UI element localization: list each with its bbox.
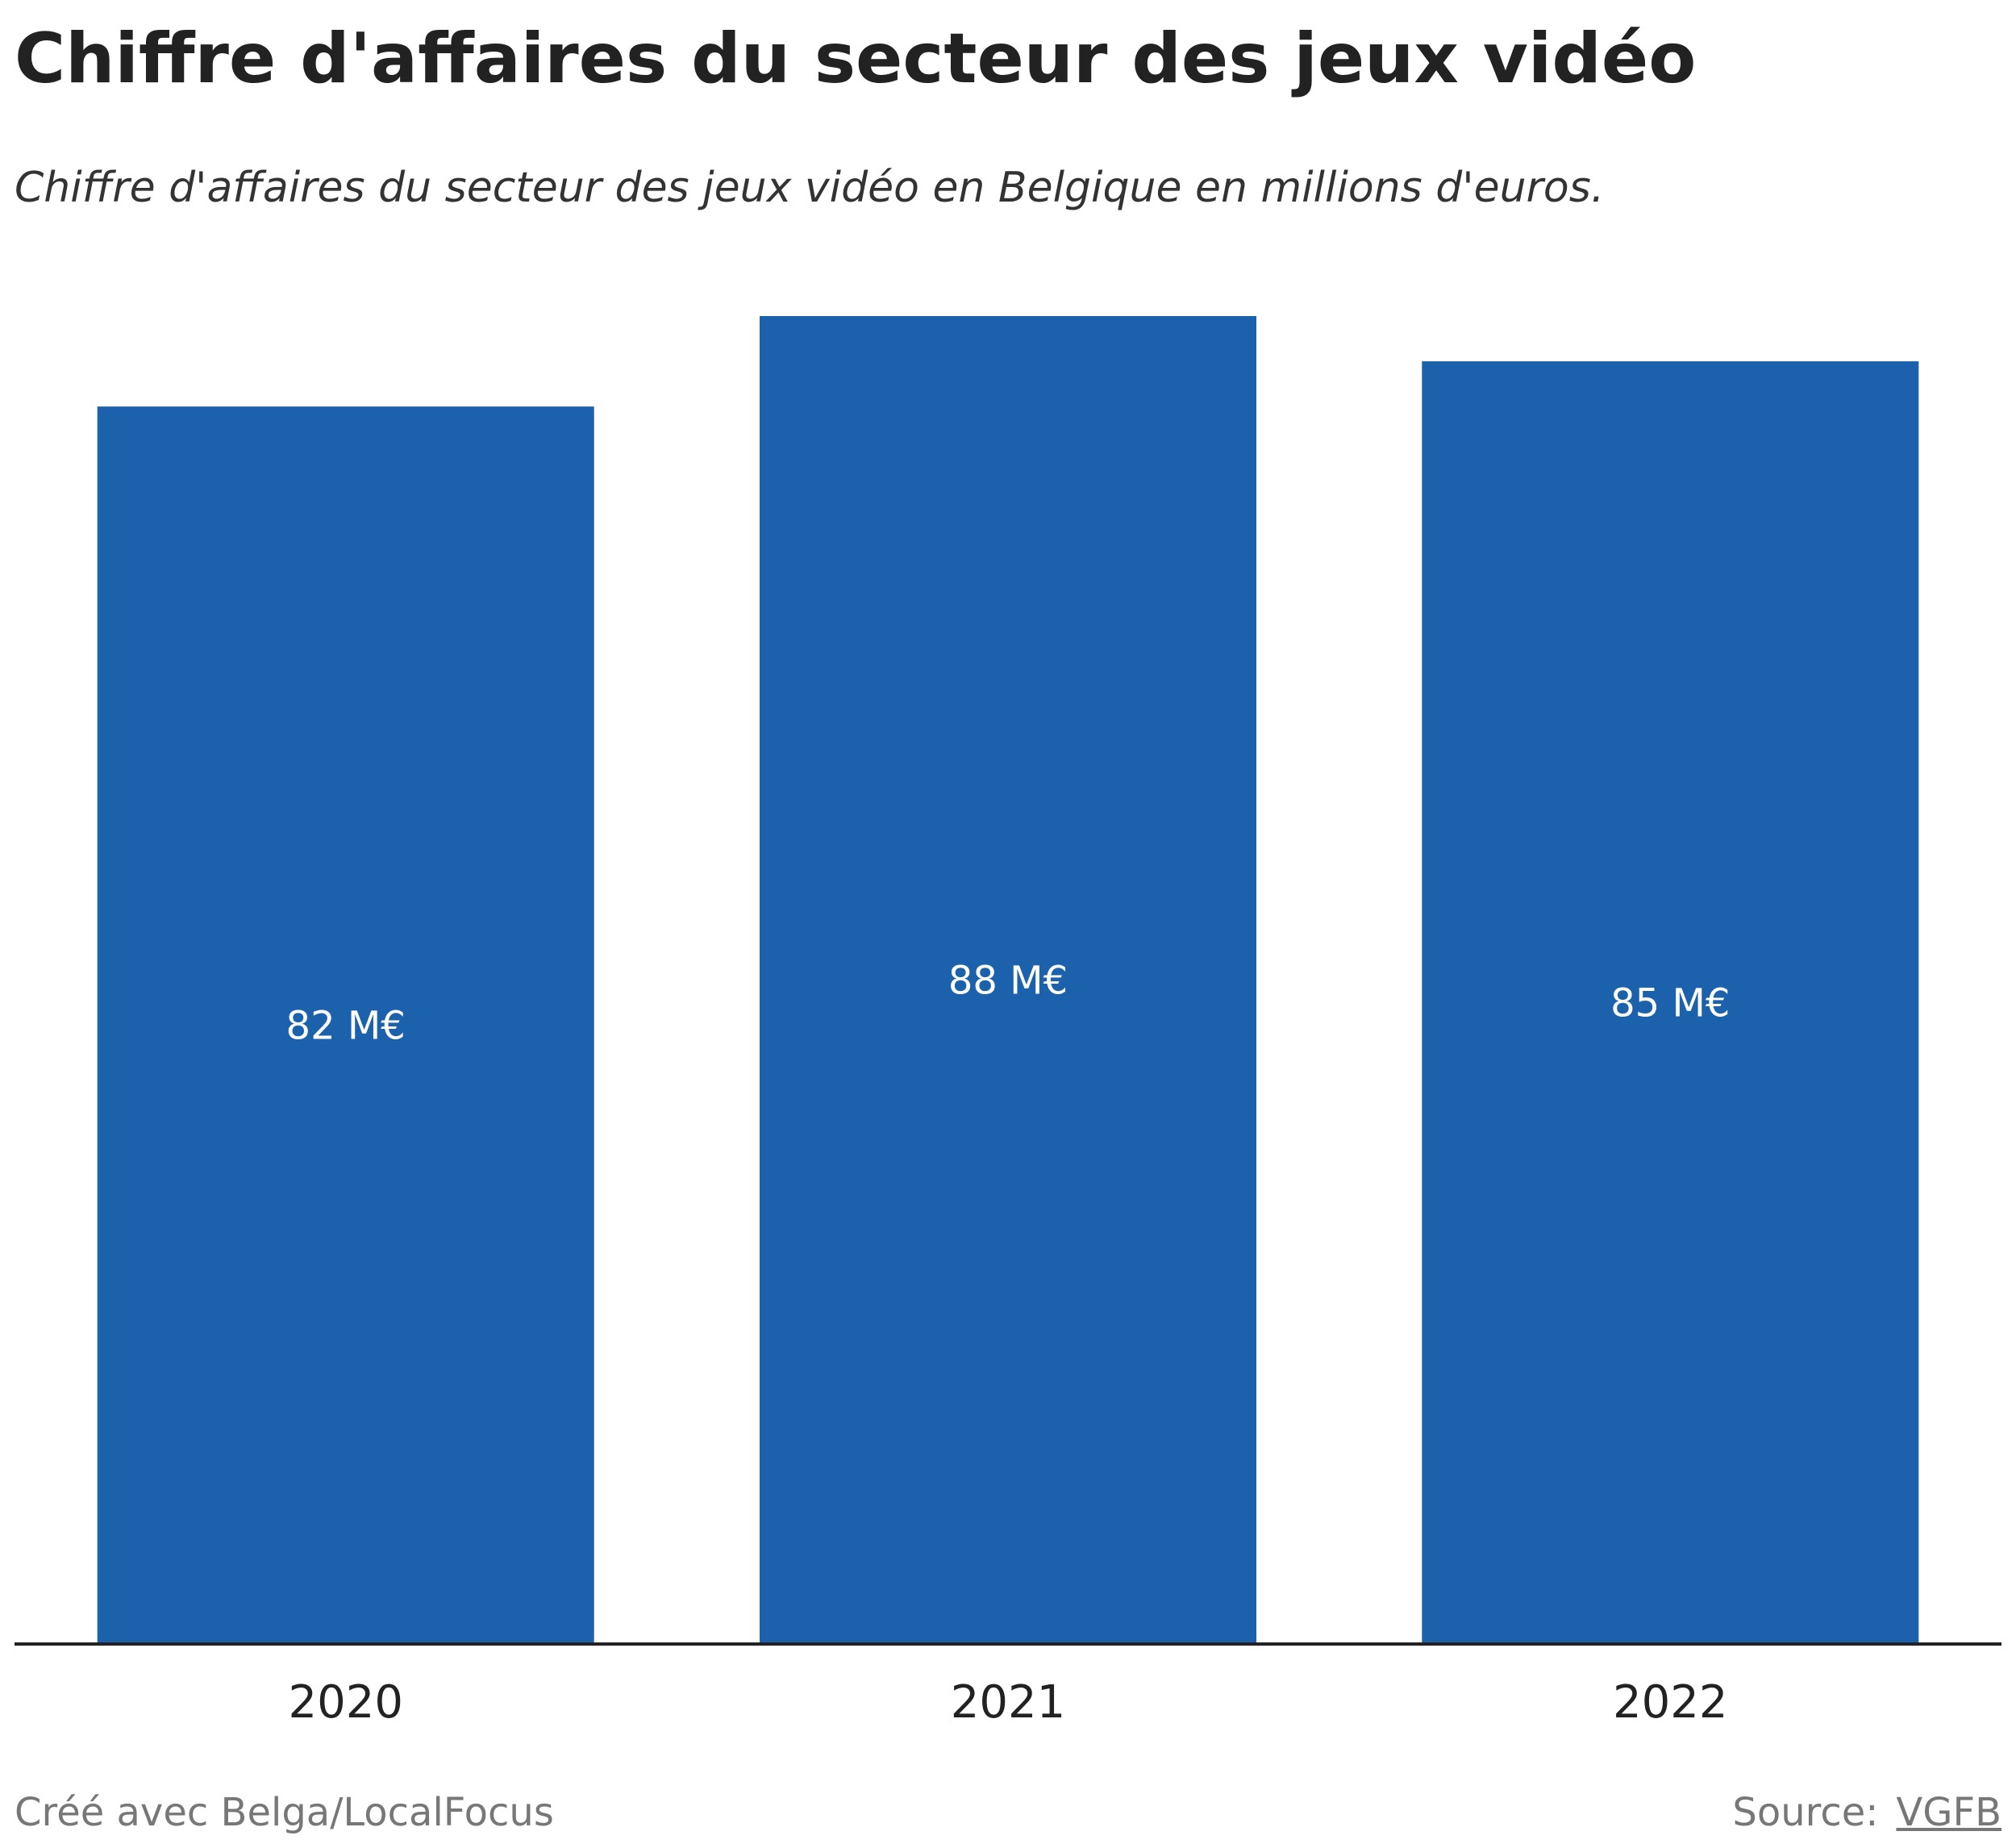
chart-subtitle: Chiffre d'affaires du secteur des jeux v… [15, 164, 1605, 212]
data-label-2022: 85 M€ [1610, 981, 1730, 1026]
x-tick-labels-group: 2020 2021 2022 [288, 1676, 1727, 1729]
chart-title: Chiffre d'affaires du secteur des jeux v… [15, 19, 1697, 99]
x-tick-label-2020: 2020 [288, 1676, 403, 1729]
credit-text: Créé avec Belga/LocalFocus [15, 1790, 554, 1835]
data-label-2020: 82 M€ [286, 1004, 406, 1049]
x-tick-label-2021: 2021 [951, 1676, 1066, 1729]
data-labels-group: 82 M€ 88 M€ 85 M€ [286, 959, 1731, 1049]
x-tick-label-2022: 2022 [1613, 1676, 1728, 1729]
data-label-2021: 88 M€ [948, 959, 1068, 1004]
source-link[interactable]: VGFB [1896, 1790, 2001, 1835]
bar-2020[interactable] [97, 406, 594, 1643]
source-label: Source: [1732, 1790, 1879, 1835]
bar-2022[interactable] [1422, 361, 1919, 1643]
source-line: Source: VGFB [1732, 1790, 2001, 1835]
bars-group [97, 316, 1919, 1643]
bar-2021[interactable] [760, 316, 1256, 1642]
